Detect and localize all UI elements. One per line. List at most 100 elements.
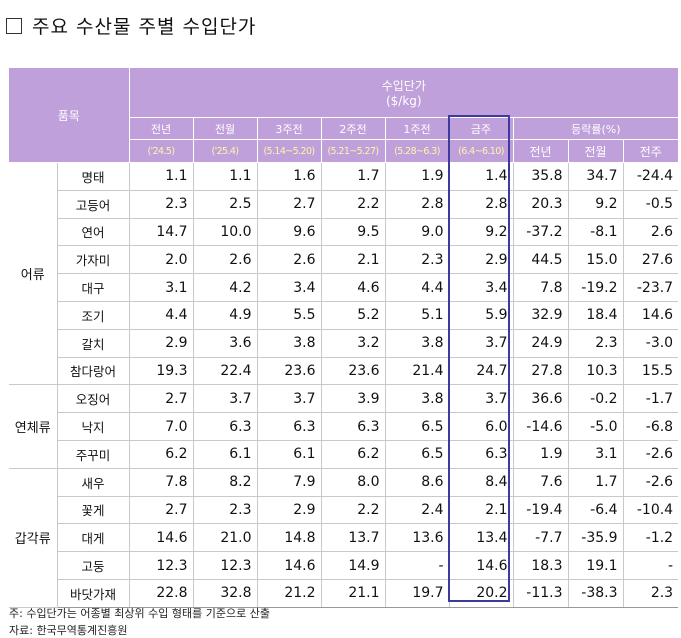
change-cell: 19.1 [567, 551, 624, 580]
price-cell: 6.2 [320, 439, 386, 469]
category-cell: 갑각류 [9, 467, 58, 608]
price-cell: 5.1 [384, 300, 450, 330]
price-cell: 2.1 [320, 245, 386, 275]
import-price-table: 품목 수입단가 ($/kg) 전년 전월 3주전 2주전 1주전 금주 등락률(… [9, 67, 679, 608]
price-cell: 4.9 [192, 300, 258, 330]
change-col-label: 전주 [622, 139, 679, 163]
item-name-cell: 대구 [57, 273, 130, 302]
unit-label: ($/kg) [385, 94, 422, 108]
item-name-cell: 조기 [57, 300, 130, 330]
change-cell: 15.0 [567, 245, 624, 275]
change-cell: -5.0 [567, 412, 624, 441]
price-cell: 21.0 [192, 523, 258, 553]
change-cell: 10.3 [567, 356, 624, 386]
change-cell: -6.8 [622, 412, 679, 441]
change-cell: -38.3 [567, 578, 624, 608]
change-cell: -23.7 [622, 273, 679, 302]
change-cell: -37.2 [512, 217, 569, 247]
price-cell: 1.1 [128, 162, 194, 191]
price-cell: 4.2 [192, 273, 258, 302]
current-price-cell: 6.0 [448, 412, 514, 441]
price-cell: 9.5 [320, 217, 386, 247]
table-header: 품목 수입단가 ($/kg) 전년 전월 3주전 2주전 1주전 금주 등락률(… [9, 67, 679, 163]
price-cell: 2.4 [384, 495, 450, 525]
price-cell: 6.1 [256, 439, 322, 469]
category-cell: 연체류 [9, 384, 58, 469]
price-cell: 23.6 [256, 356, 322, 386]
price-cell: 1.6 [256, 162, 322, 191]
change-cell: 27.8 [512, 356, 569, 386]
change-cell: 44.5 [512, 245, 569, 275]
item-name-cell: 참다랑어 [57, 356, 130, 386]
item-name-cell: 연어 [57, 217, 130, 247]
price-cell: 6.1 [192, 439, 258, 469]
change-header: 등락률(%) [512, 117, 679, 140]
price-cell: 2.2 [320, 189, 386, 219]
price-cell: 2.7 [256, 189, 322, 219]
table-row: 연체류 오징어 2.7 3.7 3.7 3.9 3.8 3.7 36.6 -0.2 -1.7 [9, 384, 679, 469]
price-cell: 8.6 [384, 467, 450, 497]
item-name-cell: 주꾸미 [57, 439, 130, 469]
price-cell: 14.6 [128, 523, 194, 553]
change-col-label: 전월 [567, 139, 624, 163]
price-cell: 3.9 [320, 384, 386, 414]
price-cell: 2.7 [128, 495, 194, 525]
table-row: 꽃게 2.7 2.3 2.9 2.2 2.4 2.1 -19.4 -6.4 -10.4 [9, 495, 679, 525]
table-row: 참다랑어 19.3 22.4 23.6 23.6 21.4 24.7 27.8 10.3 15.5 [9, 356, 679, 386]
current-price-cell: 14.6 [448, 551, 514, 580]
change-cell: 34.7 [567, 162, 624, 191]
price-cell: 3.2 [320, 328, 386, 358]
table-row: 조기 4.4 4.9 5.5 5.2 5.1 5.9 32.9 18.4 14.6 [9, 300, 679, 330]
price-cell: 21.2 [256, 578, 322, 608]
price-cell: 13.7 [320, 523, 386, 553]
price-cell: 3.7 [256, 384, 322, 414]
current-price-cell: 3.7 [448, 328, 514, 358]
price-cell: 2.7 [128, 384, 194, 414]
current-price-cell: 2.9 [448, 245, 514, 275]
change-cell: -19.2 [567, 273, 624, 302]
current-price-cell: 6.3 [448, 439, 514, 469]
period-range: ('24.5) [129, 139, 194, 163]
price-cell: 3.8 [384, 328, 450, 358]
table-row: 대게 14.6 21.0 14.8 13.7 13.6 13.4 -7.7 -35.9 -1.2 [9, 523, 679, 553]
change-cell: 7.8 [512, 273, 569, 302]
table-row: 고둥 12.3 12.3 14.6 14.9-14.6 18.3 19.1- [9, 551, 679, 580]
price-cell: 21.1 [320, 578, 386, 608]
change-col-label: 전년 [512, 139, 569, 163]
price-cell: 13.6 [384, 523, 450, 553]
change-cell: -10.4 [622, 495, 679, 525]
change-cell: -11.3 [512, 578, 569, 608]
price-cell: 12.3 [128, 551, 194, 580]
period-range: ('25.4) [192, 139, 258, 163]
period-label: 1주전 [384, 117, 450, 140]
price-cell: 10.0 [192, 217, 258, 247]
change-cell: -0.5 [622, 189, 679, 219]
price-cell: 6.2 [128, 439, 194, 469]
table-row: 바닷가재 22.8 32.8 21.2 21.1 19.7 20.2 -11.3 -38.3 2.… [9, 578, 679, 608]
checkbox-square-icon [6, 18, 22, 34]
current-price-cell: 9.2 [448, 217, 514, 247]
current-price-cell: 1.4 [448, 162, 514, 191]
change-cell: 2.3 [567, 328, 624, 358]
change-cell: -7.7 [512, 523, 569, 553]
current-price-cell: 24.7 [448, 356, 514, 386]
change-cell: 7.6 [512, 467, 569, 497]
table-row: 갑각류 새우 7.8 8.2 7.9 8.0 8.6 8.4 7.6 1.7 -2.6 [9, 467, 679, 608]
item-name-cell: 오징어 [56, 384, 130, 414]
period-label: 3주전 [256, 117, 322, 140]
change-cell: 2.6 [622, 217, 679, 247]
price-cell: 2.0 [128, 245, 194, 275]
period-range: (5.21~5.27) [320, 139, 386, 163]
current-price-cell: 2.1 [448, 495, 514, 525]
change-cell: 32.9 [512, 300, 569, 330]
price-cell: 2.6 [256, 245, 322, 275]
period-label: 전월 [192, 117, 258, 140]
current-price-cell: 5.9 [448, 300, 514, 330]
price-cell: 3.6 [192, 328, 258, 358]
price-cell: 2.2 [320, 495, 386, 525]
price-cell: 5.5 [256, 300, 322, 330]
price-cell: 4.6 [320, 273, 386, 302]
table-row: 어류 명태 1.1 1.1 1.6 1.7 1.9 1.4 35.8 34.7 -24.4 [9, 161, 679, 386]
price-cell: 4.4 [384, 273, 450, 302]
change-cell: 3.1 [567, 439, 624, 469]
